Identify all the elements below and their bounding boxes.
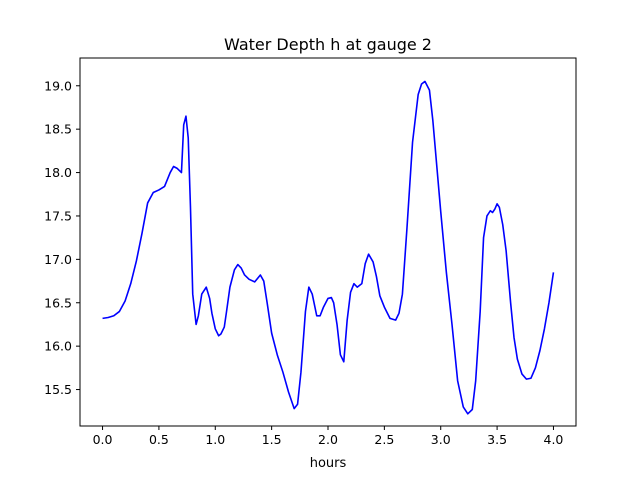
y-tick-label: 17.5 (44, 208, 72, 223)
x-tick-label: 2.5 (374, 432, 394, 447)
y-tick-label: 18.0 (44, 165, 72, 180)
series-line-0 (102, 80, 555, 415)
y-tick-label: 17.0 (44, 252, 72, 267)
y-tick-label: 18.5 (44, 122, 72, 137)
chart-title: Water Depth h at gauge 2 (224, 35, 432, 54)
x-tick-label: 0.0 (93, 432, 113, 447)
x-tick-label: 0.5 (149, 432, 169, 447)
x-axis-label: hours (310, 456, 347, 471)
x-tick-label: 4.0 (544, 432, 564, 447)
plot-area: 0.0 0.5 1.0 1.5 2.0 2.5 3.0 3.5 4.0 15.5 16.0 16.5 1… (44, 57, 577, 447)
x-tick-label: 3.0 (431, 432, 451, 447)
y-tick-label: 19.0 (44, 78, 72, 93)
y-tick-label: 16.0 (44, 339, 72, 354)
x-tick-label: 2.0 (318, 432, 338, 447)
y-tick-label: 16.5 (44, 295, 72, 310)
x-tick-label: 1.5 (262, 432, 282, 447)
x-tick-label: 3.5 (487, 432, 507, 447)
y-tick-label: 15.5 (44, 382, 72, 397)
x-tick-label: 1.0 (205, 432, 225, 447)
